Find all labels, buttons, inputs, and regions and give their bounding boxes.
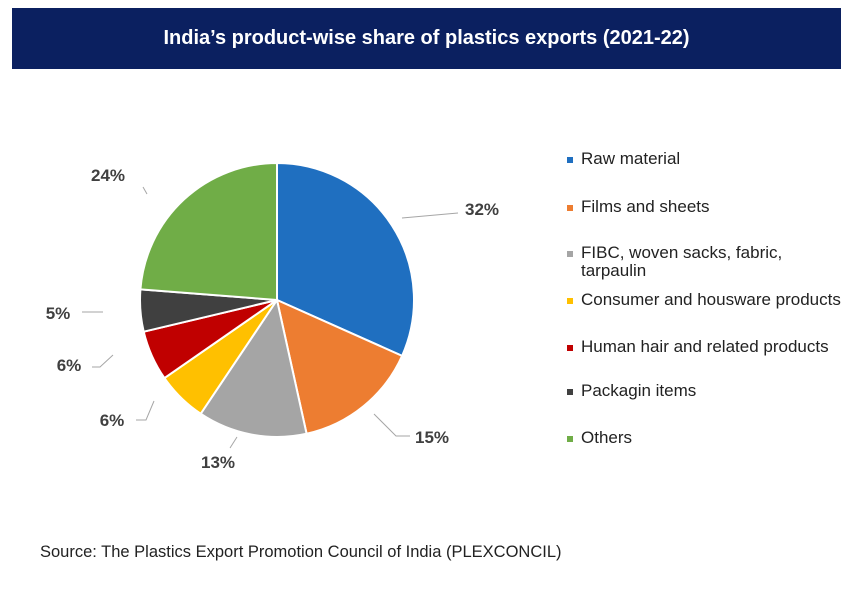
legend-swatch: [567, 345, 573, 351]
legend-label: FIBC, woven sacks, fabric, tarpaulin: [581, 243, 783, 280]
data-label-1: 32%: [465, 200, 499, 219]
leader-line-7: [142, 186, 148, 195]
leader-line-4: [136, 400, 155, 421]
leader-line-2: [373, 413, 410, 437]
legend-swatch: [567, 251, 573, 257]
data-label-7: 24%: [91, 166, 125, 185]
legend-item-5: Human hair and related products: [567, 338, 847, 356]
chart-title-bar: India’s product-wise share of plastics e…: [12, 8, 841, 69]
data-label-6: 5%: [46, 304, 71, 323]
leader-line-1: [401, 212, 459, 219]
legend-item-1: Raw material: [567, 150, 847, 168]
leader-line-3: [229, 436, 238, 449]
legend-label: Raw material: [581, 149, 681, 168]
legend-swatch: [567, 389, 573, 395]
data-label-4: 6%: [100, 411, 125, 430]
legend-label: Packagin items: [581, 381, 697, 400]
legend-item-3: FIBC, woven sacks, fabric, tarpaulin: [567, 244, 847, 280]
pie-slice-2: [275, 298, 404, 435]
chart-title: India’s product-wise share of plastics e…: [163, 27, 690, 49]
pie-slice-1: [276, 161, 415, 358]
data-label-3: 13%: [201, 453, 235, 472]
legend-swatch: [567, 298, 573, 304]
data-label-5: 6%: [57, 356, 82, 375]
legend-label: Consumer and housware products: [581, 290, 841, 309]
legend-item-2: Films and sheets: [567, 198, 847, 216]
legend-label: Films and sheets: [581, 197, 710, 216]
legend-item-4: Consumer and housware products: [567, 291, 847, 309]
leader-line-5: [92, 354, 114, 368]
legend-label: Human hair and related products: [581, 337, 829, 356]
legend-item-6: Packagin items: [567, 382, 847, 400]
source-note: Source: The Plastics Export Promotion Co…: [40, 543, 562, 561]
legend-swatch: [567, 436, 573, 442]
pie-slice-3: [199, 297, 308, 438]
legend-label: Others: [581, 428, 633, 447]
data-label-2: 15%: [415, 428, 449, 447]
legend-swatch: [567, 157, 573, 163]
legend-item-7: Others: [567, 429, 847, 447]
legend-swatch: [567, 205, 573, 211]
pie-slice-7: [139, 161, 278, 302]
